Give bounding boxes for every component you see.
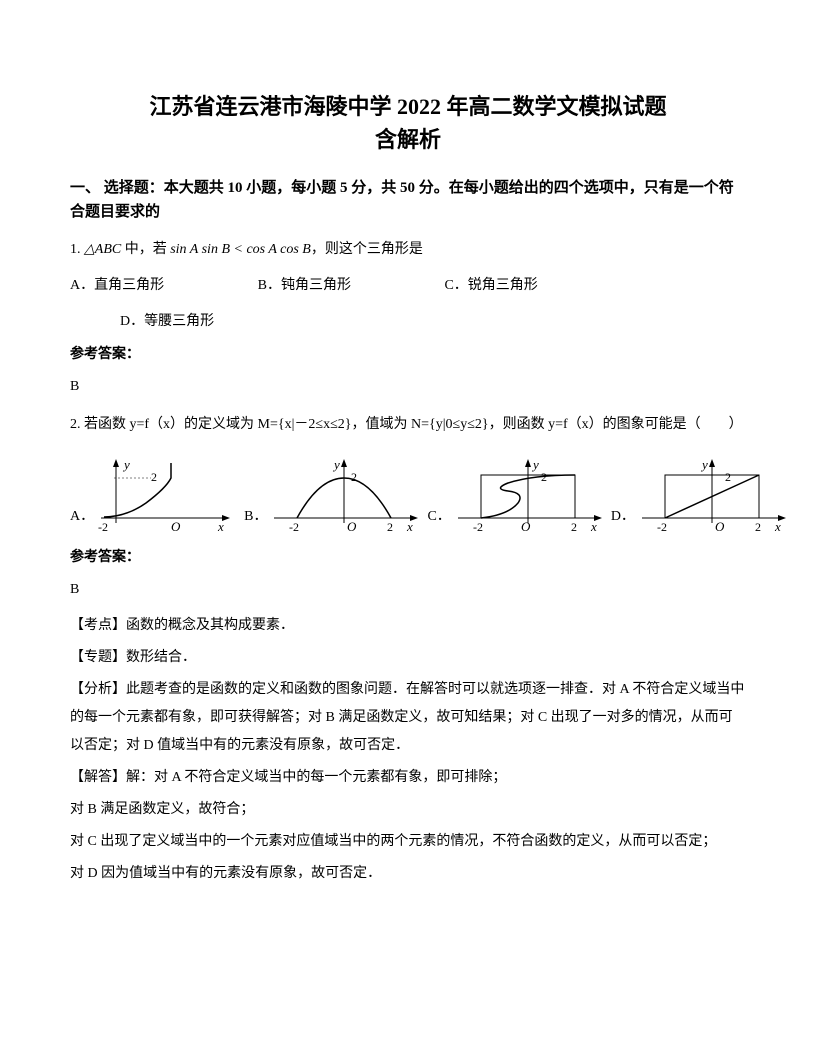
graph-d-svg: y x 2 -2 2 O xyxy=(637,453,787,533)
explanation-kaodian: 【考点】函数的概念及其构成要素． xyxy=(70,612,746,640)
graph-option-d: D． y x 2 -2 2 O xyxy=(611,453,787,533)
svg-text:-2: -2 xyxy=(98,520,108,533)
answer-1: B xyxy=(70,376,746,398)
option-b: B．钝角三角形 xyxy=(258,272,351,300)
triangle-abc: △ABC xyxy=(84,242,121,257)
exam-title: 江苏省连云港市海陵中学 2022 年高二数学文模拟试题 含解析 xyxy=(70,90,746,156)
question-2: 2. 若函数 y=f（x）的定义域为 M={x|－2≤x≤2}，值域为 N={y… xyxy=(70,411,746,439)
option-d: D．等腰三角形 xyxy=(120,308,746,336)
svg-text:y: y xyxy=(531,457,539,472)
svg-text:-2: -2 xyxy=(657,520,667,533)
graph-option-c: C． y x 2 -2 2 O xyxy=(427,453,602,533)
svg-text:-2: -2 xyxy=(473,520,483,533)
graph-option-a: A． y x 2 -2 O xyxy=(70,453,236,533)
svg-text:y: y xyxy=(700,457,708,472)
explanation-fenxi: 【分析】此题考查的是函数的定义和函数的图象问题．在解答时可以就选项逐一排查．对 … xyxy=(70,676,746,760)
svg-text:2: 2 xyxy=(151,470,157,484)
graph-options-row: A． y x 2 -2 O B． y x 2 -2 2 O xyxy=(70,453,746,533)
svg-text:O: O xyxy=(521,519,531,533)
explanation-jieda-d: 对 D 因为值域当中有的元素没有原象，故可否定． xyxy=(70,860,746,888)
svg-text:x: x xyxy=(774,519,781,533)
explanation-jieda-b: 对 B 满足函数定义，故符合； xyxy=(70,796,746,824)
svg-text:x: x xyxy=(406,519,413,533)
svg-text:-2: -2 xyxy=(289,520,299,533)
explanation-zhuanti: 【专题】数形结合． xyxy=(70,644,746,672)
graph-c-svg: y x 2 -2 2 O xyxy=(453,453,603,533)
graph-b-svg: y x 2 -2 2 O xyxy=(269,453,419,533)
svg-text:x: x xyxy=(217,519,224,533)
svg-text:2: 2 xyxy=(387,520,393,533)
question-1: 1. △ABC 中，若 sin A sin B < cos A cos B，则这… xyxy=(70,236,746,264)
option-a: A．直角三角形 xyxy=(70,272,164,300)
svg-text:O: O xyxy=(171,519,181,533)
svg-text:O: O xyxy=(715,519,725,533)
svg-text:2: 2 xyxy=(725,470,731,484)
svg-text:O: O xyxy=(347,519,357,533)
explanation-jieda-a: 【解答】解：对 A 不符合定义域当中的每一个元素都有象，即可排除； xyxy=(70,764,746,792)
svg-text:2: 2 xyxy=(351,470,357,484)
svg-text:y: y xyxy=(332,457,340,472)
section-1-header: 一、 选择题：本大题共 10 小题，每小题 5 分，共 50 分。在每小题给出的… xyxy=(70,176,746,224)
option-c: C．锐角三角形 xyxy=(444,272,537,300)
answer-label-2: 参考答案： xyxy=(70,547,746,569)
svg-text:y: y xyxy=(122,457,130,472)
graph-option-b: B． y x 2 -2 2 O xyxy=(244,453,419,533)
svg-text:x: x xyxy=(590,519,597,533)
svg-text:2: 2 xyxy=(755,520,761,533)
formula-1: sin A sin B < cos A cos B xyxy=(170,242,311,257)
explanation-jieda-c: 对 C 出现了定义域当中的一个元素对应值域当中的两个元素的情况，不符合函数的定义… xyxy=(70,828,746,856)
svg-text:2: 2 xyxy=(571,520,577,533)
graph-a-svg: y x 2 -2 O xyxy=(96,453,236,533)
answer-2: B xyxy=(70,579,746,601)
question-1-options: A．直角三角形 B．钝角三角形 C．锐角三角形 xyxy=(70,272,746,300)
answer-label-1: 参考答案： xyxy=(70,344,746,366)
